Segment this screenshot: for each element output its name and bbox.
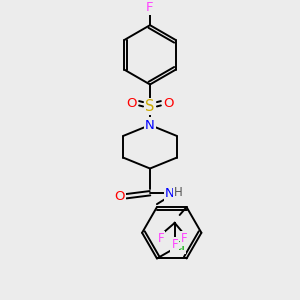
Text: F: F (171, 238, 178, 251)
Text: O: O (114, 190, 124, 203)
Text: F: F (158, 232, 164, 245)
Text: O: O (126, 97, 136, 110)
Text: N: N (165, 187, 175, 200)
Text: F: F (181, 232, 188, 245)
Text: H: H (174, 186, 183, 199)
Text: S: S (145, 99, 155, 114)
Text: N: N (145, 118, 155, 131)
Text: Cl: Cl (172, 240, 185, 253)
Text: F: F (146, 1, 154, 14)
Text: O: O (164, 97, 174, 110)
